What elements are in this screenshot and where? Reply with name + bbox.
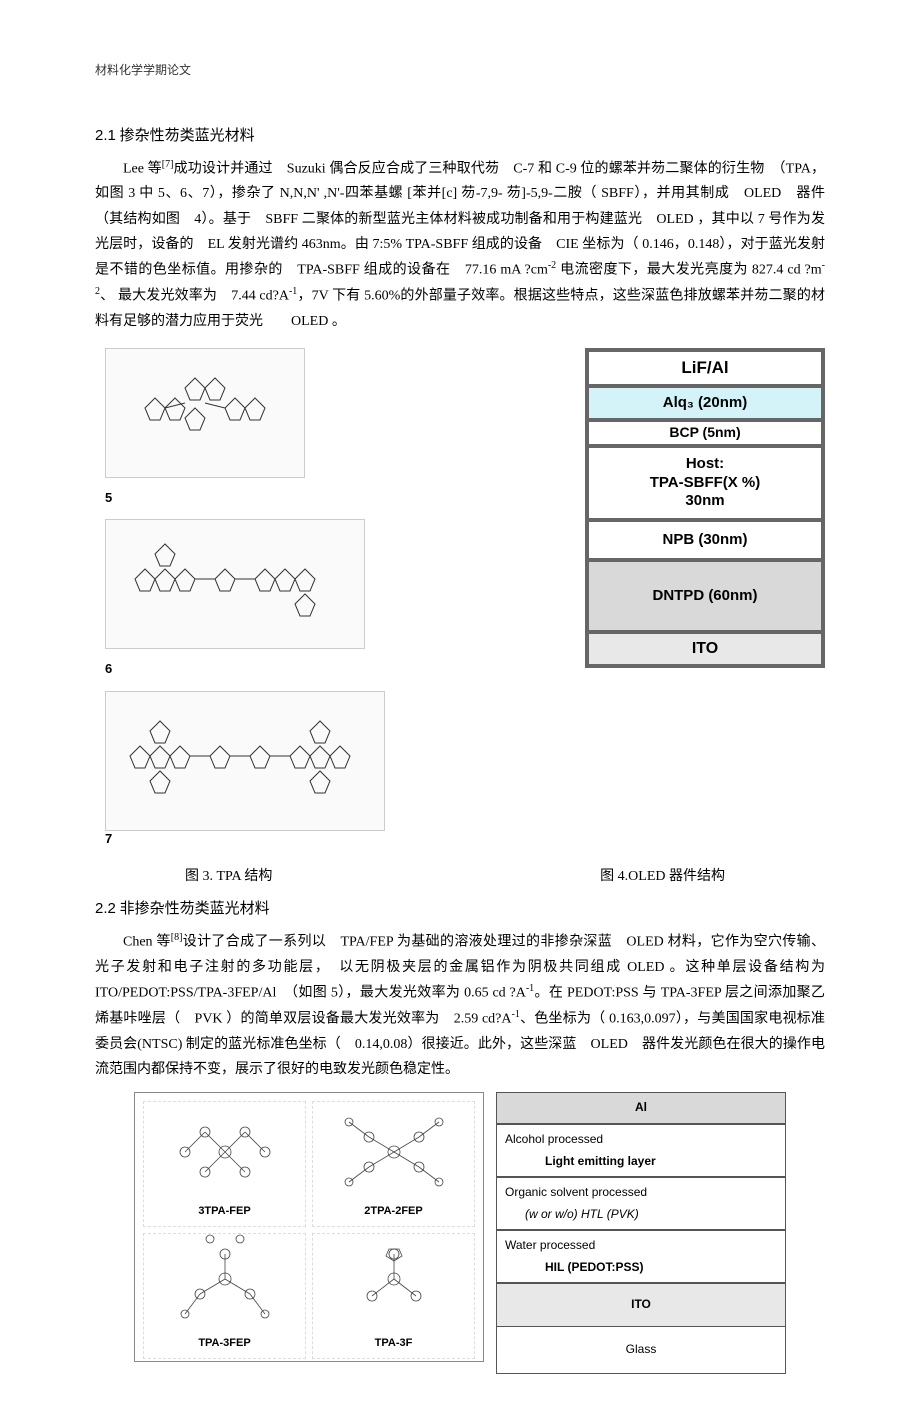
oled-layer: Alq₃ (20nm) — [587, 386, 823, 420]
figure-4-column: LiF/AlAlq₃ (20nm)BCP (5nm)Host: TPA-SBFF… — [585, 348, 825, 668]
layer-sublabel: (w or w/o) HTL (PVK) — [505, 1204, 777, 1226]
layer-water: Water processed HIL (PEDOT:PSS) — [496, 1230, 786, 1283]
figure-4-caption: 图 4.OLED 器件结构 — [600, 864, 725, 889]
oled-layer: DNTPD (60nm) — [587, 560, 823, 632]
mol-tpa-3fep: TPA-3FEP — [143, 1233, 306, 1359]
section-num: 2.2 — [95, 900, 116, 917]
layer-organic: Organic solvent processed (w or w/o) HTL… — [496, 1177, 786, 1230]
mol-tpa-3f: TPA-3F — [312, 1233, 475, 1359]
layer-sublabel: Light emitting layer — [505, 1151, 777, 1173]
molecule-7-svg — [115, 701, 375, 821]
molecule-5-structure — [105, 348, 305, 478]
figure-5-molecules: 3TPA-FEP 2TPA-2FEP TPA-3FEP — [134, 1092, 484, 1362]
section-2-2-heading: 2.2 非掺杂性芴类蓝光材料 — [95, 895, 825, 923]
oled-layer: NPB (30nm) — [587, 520, 823, 560]
layer-al: Al — [496, 1092, 786, 1124]
molecule-7-label: 7 — [105, 827, 112, 850]
section-title: 非掺杂性芴类蓝光材料 — [120, 901, 270, 917]
section-2-1-body: Lee 等[7]成功设计并通过 Suzuki 偶合反应合成了三种取代芴 C-7 … — [95, 156, 825, 334]
caption-row-3-4: 图 3. TPA 结构 图 4.OLED 器件结构 — [95, 864, 825, 889]
figure-5-row: 3TPA-FEP 2TPA-2FEP TPA-3FEP — [95, 1092, 825, 1373]
figure-3-caption: 图 3. TPA 结构 — [185, 864, 272, 889]
section-title: 掺杂性芴类蓝光材料 — [120, 128, 255, 144]
oled-layer: LiF/Al — [587, 350, 823, 386]
molecule-7-structure — [105, 691, 385, 831]
layer-glass: Glass — [496, 1327, 786, 1374]
oled-layer: BCP (5nm) — [587, 420, 823, 446]
molecule-6-structure — [105, 519, 365, 649]
layer-label: Water processed — [505, 1235, 777, 1257]
molecule-6-svg — [115, 529, 355, 639]
layer-ito: ITO — [496, 1283, 786, 1327]
oled-layer: ITO — [587, 632, 823, 666]
mol-3tpa-fep: 3TPA-FEP — [143, 1101, 306, 1227]
section-num: 2.1 — [95, 127, 116, 144]
mol-label: 2TPA-2FEP — [364, 1202, 422, 1222]
mol-label: 3TPA-FEP — [198, 1202, 250, 1222]
figure-5-device-stack: Al Alcohol processed Light emitting laye… — [496, 1092, 786, 1373]
molecule-6-label: 6 — [105, 657, 112, 680]
mol-2tpa-2fep: 2TPA-2FEP — [312, 1101, 475, 1227]
layer-sublabel: HIL (PEDOT:PSS) — [505, 1257, 777, 1279]
mol-label: TPA-3FEP — [198, 1334, 250, 1354]
section-2-2-body: Chen 等[8]设计了合成了一系列以 TPA/FEP 为基础的溶液处理过的非掺… — [95, 929, 825, 1082]
figure-3-column: 5 6 — [105, 348, 385, 860]
layer-alcohol: Alcohol processed Light emitting layer — [496, 1124, 786, 1177]
oled-layer: Host: TPA-SBFF(X %) 30nm — [587, 446, 823, 520]
page-header: 材料化学学期论文 — [95, 60, 825, 82]
molecule-5-label: 5 — [105, 486, 112, 509]
layer-label: Organic solvent processed — [505, 1182, 777, 1204]
mol-label: TPA-3F — [375, 1334, 413, 1354]
molecule-5-svg — [115, 358, 295, 468]
figure-row-3-4: 5 6 — [95, 348, 825, 860]
section-2-1-heading: 2.1 掺杂性芴类蓝光材料 — [95, 122, 825, 150]
layer-label: Alcohol processed — [505, 1129, 777, 1151]
oled-device-stack: LiF/AlAlq₃ (20nm)BCP (5nm)Host: TPA-SBFF… — [585, 348, 825, 668]
